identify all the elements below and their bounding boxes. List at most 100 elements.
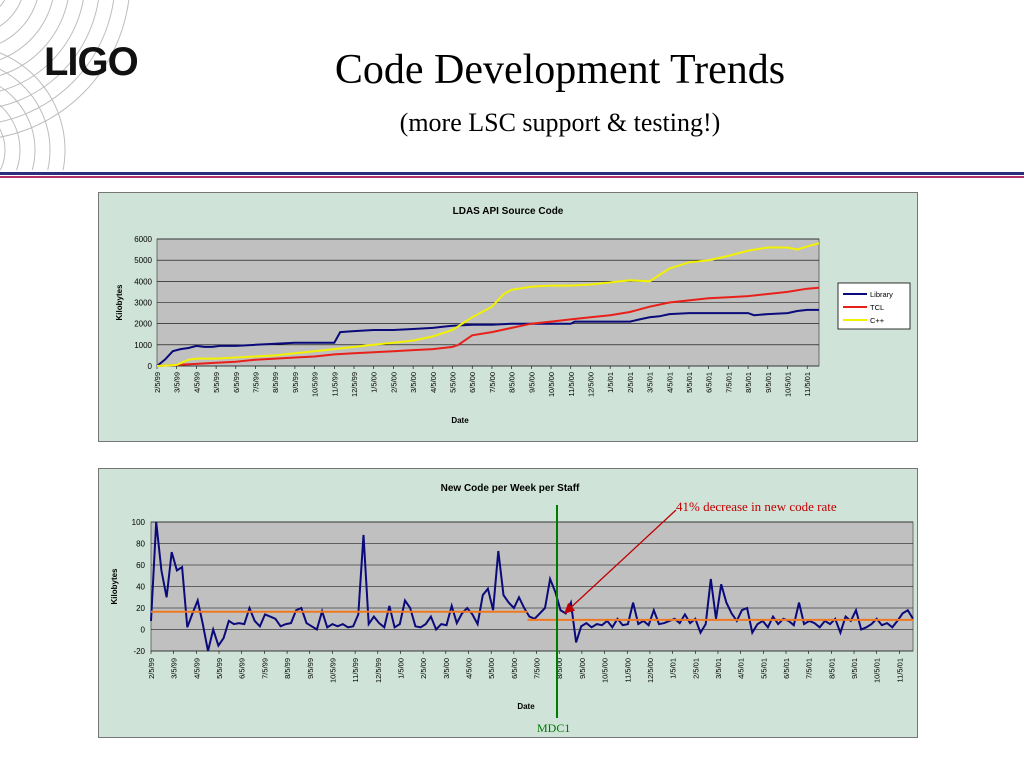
x-tick-label: 9/5/99 bbox=[306, 658, 315, 679]
x-tick-label: 2/5/99 bbox=[153, 372, 162, 393]
y-tick-label: 1000 bbox=[134, 341, 152, 350]
chart-title: LDAS API Source Code bbox=[453, 206, 564, 217]
x-tick-label: 5/5/01 bbox=[759, 658, 768, 679]
page-subtitle: (more LSC support & testing!) bbox=[399, 108, 721, 137]
x-tick-label: 2/5/01 bbox=[691, 658, 700, 679]
x-tick-label: 9/5/00 bbox=[578, 658, 587, 679]
x-axis-label: Date bbox=[451, 416, 469, 425]
new-code-chart: New Code per Week per Staff -20 0 20 40 60 80 1… bbox=[110, 483, 914, 711]
x-tick-label: 6/5/01 bbox=[782, 658, 791, 679]
x-tick-label: 3/5/99 bbox=[170, 658, 179, 679]
x-tick-label: 5/5/00 bbox=[449, 372, 458, 393]
x-tick-label: 6/5/99 bbox=[232, 372, 241, 393]
x-tick-label: 10/5/00 bbox=[601, 658, 610, 683]
x-tick-label: 5/5/00 bbox=[487, 658, 496, 679]
x-tick-label: 12/5/99 bbox=[350, 372, 359, 397]
x-tick-label: 4/5/99 bbox=[192, 372, 201, 393]
x-tick-label: 10/5/01 bbox=[873, 658, 882, 683]
series-line-tcl bbox=[156, 286, 820, 367]
x-tick-label: 10/5/00 bbox=[547, 372, 556, 397]
logo-arcs bbox=[0, 0, 130, 248]
x-tick-label: 1/5/01 bbox=[669, 658, 678, 679]
x-tick-label: 3/5/00 bbox=[409, 372, 418, 393]
legend: Library TCL C++ bbox=[837, 282, 911, 330]
x-tick-label: 5/5/99 bbox=[212, 372, 221, 393]
x-tick-label: 2/5/99 bbox=[147, 658, 156, 679]
x-tick-label: 2/5/01 bbox=[626, 372, 635, 393]
x-tick-label: 3/5/01 bbox=[714, 658, 723, 679]
x-tick-label: 6/5/01 bbox=[705, 372, 714, 393]
y-tick-label: 2000 bbox=[134, 320, 152, 329]
ligo-logo: LIGO bbox=[0, 0, 170, 248]
x-tick-label: 1/5/00 bbox=[396, 658, 405, 679]
x-tick-label: 11/5/01 bbox=[895, 658, 904, 682]
x-tick-label: 8/5/99 bbox=[283, 658, 292, 679]
y-tick-label: 4000 bbox=[134, 277, 152, 286]
x-tick-label: 11/5/00 bbox=[567, 372, 576, 396]
x-tick-label: 6/5/99 bbox=[238, 658, 247, 679]
divider-rule-magenta bbox=[0, 176, 1024, 178]
x-tick-label: 1/5/00 bbox=[370, 372, 379, 393]
x-tick-label: 8/5/00 bbox=[555, 658, 564, 679]
annotation-mdc1-label: MDC1 bbox=[537, 721, 571, 735]
legend-label: C++ bbox=[870, 316, 885, 325]
y-tick-label: 80 bbox=[136, 540, 145, 549]
x-tick-label: 3/5/99 bbox=[173, 372, 182, 393]
source-code-chart: LDAS API Source Code 0 1000 2000 3000 4000 500… bbox=[115, 206, 911, 425]
y-tick-label: 3000 bbox=[134, 299, 152, 308]
x-tick-label: 10/5/99 bbox=[311, 372, 320, 397]
x-tick-label: 4/5/01 bbox=[737, 658, 746, 679]
x-tick-label: 9/5/01 bbox=[850, 658, 859, 679]
y-axis-label: Kilobytes bbox=[110, 568, 119, 605]
x-tick-label: 2/5/00 bbox=[389, 372, 398, 393]
y-tick-label: 100 bbox=[132, 518, 146, 527]
series-line-c bbox=[156, 242, 820, 367]
x-tick-label: 8/5/99 bbox=[271, 372, 280, 393]
y-tick-label: 6000 bbox=[134, 235, 152, 244]
x-tick-label: 12/5/00 bbox=[586, 372, 595, 397]
chart-title: New Code per Week per Staff bbox=[441, 483, 580, 494]
x-tick-label: 7/5/00 bbox=[533, 658, 542, 679]
series-line-library bbox=[156, 308, 819, 367]
page-title: Code Development Trends bbox=[334, 47, 786, 93]
x-axis-label: Date bbox=[517, 702, 535, 711]
x-tick-label: 7/5/99 bbox=[260, 658, 269, 679]
x-tick-label: 3/5/00 bbox=[442, 658, 451, 679]
x-tick-label: 7/5/01 bbox=[724, 372, 733, 393]
x-tick-label: 9/5/00 bbox=[527, 372, 536, 393]
x-tick-label: 7/5/01 bbox=[805, 658, 814, 679]
legend-label: TCL bbox=[870, 303, 884, 312]
x-tick-label: 7/5/99 bbox=[252, 372, 261, 393]
x-tick-label: 2/5/00 bbox=[419, 658, 428, 679]
x-tick-label: 8/5/00 bbox=[508, 372, 517, 393]
x-tick-label: 1/5/01 bbox=[606, 372, 615, 393]
annotation-decrease-text: 41% decrease in new code rate bbox=[676, 499, 837, 514]
y-tick-label: -20 bbox=[133, 647, 145, 656]
x-tick-label: 4/5/99 bbox=[192, 658, 201, 679]
x-tick-label: 11/5/99 bbox=[330, 372, 339, 396]
x-tick-label: 5/5/99 bbox=[215, 658, 224, 679]
x-tick-label: 4/5/01 bbox=[665, 372, 674, 393]
x-tick-label: 7/5/00 bbox=[488, 372, 497, 393]
x-tick-label: 6/5/00 bbox=[510, 658, 519, 679]
x-tick-label: 4/5/00 bbox=[465, 658, 474, 679]
legend-label: Library bbox=[870, 290, 893, 299]
x-tick-label: 11/5/00 bbox=[623, 658, 632, 682]
x-tick-label: 12/5/99 bbox=[374, 658, 383, 683]
y-tick-label: 60 bbox=[136, 561, 145, 570]
y-tick-label: 5000 bbox=[134, 256, 152, 265]
x-tick-label: 4/5/00 bbox=[429, 372, 438, 393]
x-tick-label: 3/5/01 bbox=[646, 372, 655, 393]
y-tick-label: 0 bbox=[148, 362, 153, 371]
chart-panel-source-code: LDAS API Source Code 0 1000 2000 3000 4000 500… bbox=[98, 192, 918, 442]
x-tick-label: 10/5/99 bbox=[328, 658, 337, 683]
y-tick-label: 20 bbox=[136, 604, 145, 613]
x-tick-label: 6/5/00 bbox=[468, 372, 477, 393]
x-tick-label: 8/5/01 bbox=[827, 658, 836, 679]
x-tick-label: 9/5/99 bbox=[291, 372, 300, 393]
x-tick-label: 5/5/01 bbox=[685, 372, 694, 393]
x-tick-label: 11/5/01 bbox=[803, 372, 812, 396]
x-tick-label: 12/5/00 bbox=[646, 658, 655, 683]
divider-rule-blue bbox=[0, 172, 1024, 175]
y-axis-label: Kilobytes bbox=[115, 284, 124, 321]
